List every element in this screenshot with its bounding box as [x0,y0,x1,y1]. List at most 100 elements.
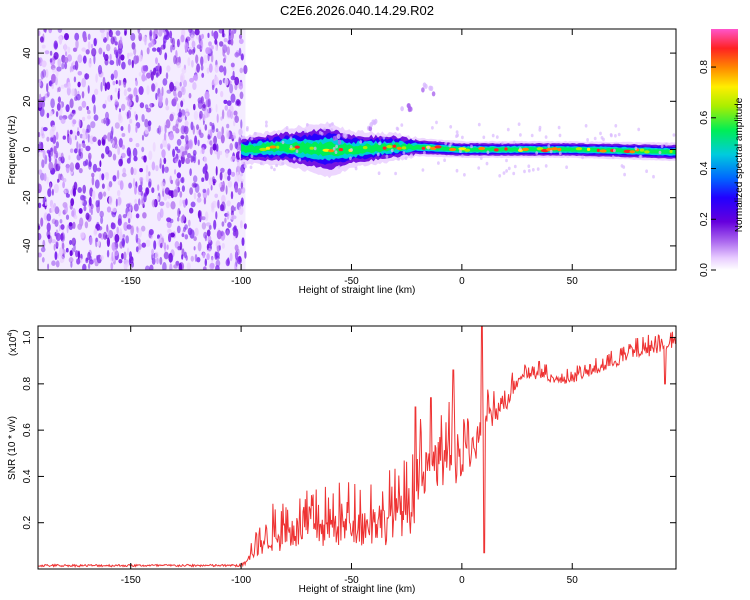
faint-scatter-dot [501,141,504,145]
noise-blob [130,166,134,176]
noise-blob [156,257,159,265]
noise-blob [98,47,103,55]
noise-blob [226,109,232,118]
noise-blob [103,191,107,197]
noise-blob [219,171,223,181]
faint-scatter-dot [672,133,676,137]
noise-blob [132,177,136,188]
faint-scatter-dot [328,123,332,128]
faint-scatter-dot [512,171,516,176]
noise-blob [151,248,155,255]
faint-scatter-dot [303,129,307,133]
noise-blob [233,120,236,127]
noise-blob [196,197,202,203]
noise-blob [201,147,205,155]
noise-blob [230,38,234,46]
noise-blob [118,138,123,148]
noise-blob [135,125,138,133]
noise-blob [216,131,222,140]
noise-blob [225,129,230,139]
noise-blob [161,182,166,192]
noise-blob [72,109,77,115]
faint-scatter-dot [639,154,643,159]
snr-x-tick-label: -100 [231,575,251,586]
faint-scatter-dot [637,127,641,132]
noise-blob [77,81,81,88]
noise-blob [215,211,218,220]
noise-blob [41,60,47,68]
noise-blob [225,150,229,158]
noise-blob [192,82,197,90]
noise-blob [114,233,120,243]
noise-blob [215,45,218,51]
faint-scatter-dot [486,150,490,155]
noise-blob [127,123,131,134]
noise-blob [42,149,46,159]
noise-blob [38,152,41,157]
noise-blob [158,125,163,133]
noise-blob [99,173,102,181]
noise-blob [202,266,207,270]
noise-blob [240,53,244,61]
noise-blob [41,100,45,108]
signal-hotspot [596,148,600,152]
noise-blob [91,172,95,178]
spectrogram-y-tick-label: -40 [22,238,33,253]
noise-blob [173,96,179,102]
noise-blob [131,59,134,69]
noise-blob [86,106,89,111]
noise-blob [128,93,134,99]
noise-blob [104,58,109,66]
noise-blob [51,204,54,213]
noise-blob [115,80,118,85]
noise-blob [68,114,73,120]
noise-blob [232,226,237,232]
noise-blob [133,156,138,162]
noise-blob [163,132,167,141]
noise-blob [226,123,230,129]
noise-blob [60,224,65,230]
noise-blob [141,73,146,82]
noise-blob [224,172,229,180]
noise-blob [178,262,183,270]
noise-blob [204,163,208,172]
noise-blob [169,218,174,224]
noise-blob [149,102,152,109]
noise-blob [124,30,127,36]
noise-blob [141,134,145,141]
noise-blob [46,222,51,232]
noise-blob [69,129,73,135]
noise-blob [160,242,163,249]
noise-blob [94,261,99,267]
noise-blob [114,87,118,93]
faint-scatter-dot [614,134,617,138]
faint-scatter-dot [558,151,562,156]
noise-blob [185,255,188,261]
noise-blob [39,93,42,101]
noise-blob [230,75,236,81]
noise-blob [196,63,201,73]
noise-blob [51,83,54,90]
noise-blob [148,42,153,48]
faint-scatter-dot [535,151,539,155]
noise-blob [121,133,126,137]
faint-scatter-dot [477,166,481,170]
faint-scatter-dot [402,151,406,155]
noise-blob [239,91,244,100]
faint-scatter-dot [507,166,511,171]
noise-blob [112,80,116,86]
noise-blob [70,261,73,268]
faint-scatter-dot [335,144,338,149]
noise-blob [106,206,112,213]
noise-blob [151,257,156,265]
noise-blob [84,221,89,229]
noise-blob [108,181,113,188]
noise-blob [49,110,53,117]
noise-blob [184,120,189,127]
noise-blob [220,230,224,237]
noise-blob [129,251,132,260]
noise-blob [166,65,171,72]
signal-hotspot [504,147,508,151]
snr-frame [37,325,677,570]
signal-hotspot [265,146,271,150]
